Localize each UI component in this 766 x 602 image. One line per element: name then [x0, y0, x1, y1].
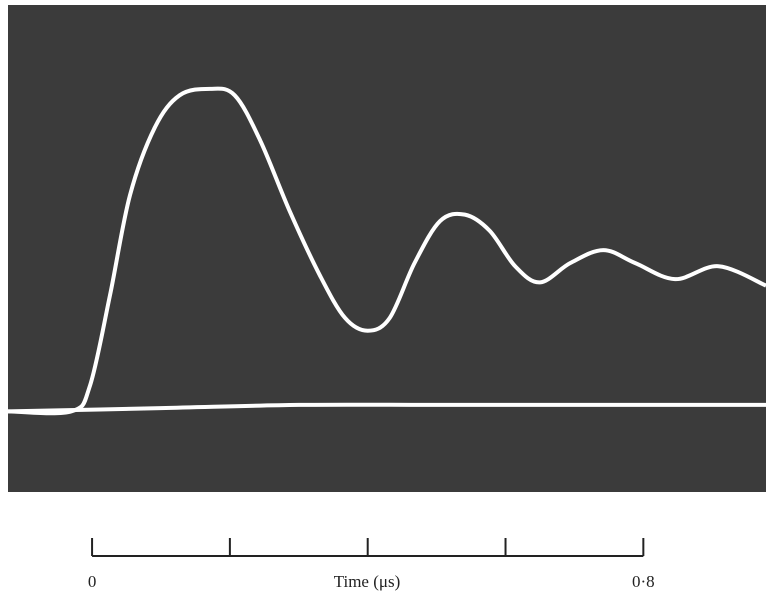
x-tick-label: 0: [88, 572, 97, 591]
x-tick-label: 0·8: [632, 572, 655, 591]
screen: [8, 5, 766, 492]
trace: [7, 402, 766, 414]
x-axis-label: Time (μs): [334, 572, 401, 591]
trace: [7, 86, 766, 416]
